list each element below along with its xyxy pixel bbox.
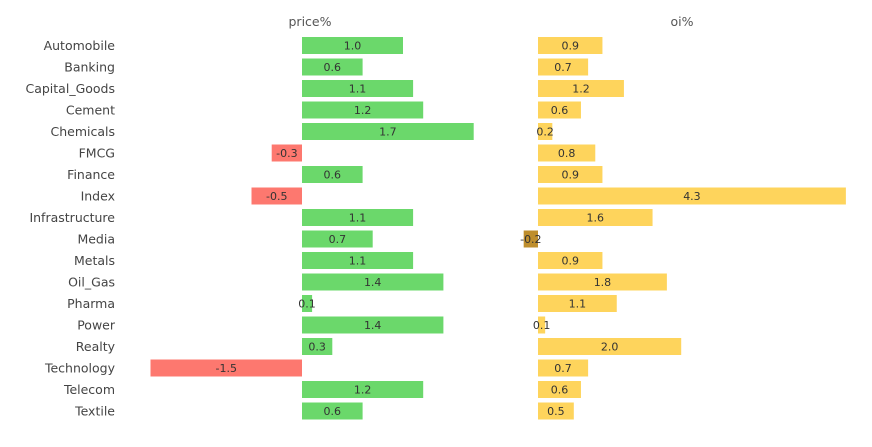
bar-value-label: 0.6 — [551, 384, 569, 397]
bar-value-label: 1.1 — [349, 83, 367, 96]
bar — [302, 252, 414, 269]
category-label: Telecom — [63, 382, 115, 397]
bar — [302, 80, 414, 97]
bar — [302, 381, 424, 398]
category-label: Automobile — [44, 38, 116, 53]
bar — [302, 230, 373, 248]
bar — [538, 101, 581, 119]
bar — [538, 166, 603, 183]
bar-value-label: 0.3 — [308, 341, 326, 354]
bar-value-label: 4.3 — [683, 190, 701, 203]
category-label: Chemicals — [50, 124, 115, 139]
oi-panel-title: oi% — [671, 14, 694, 29]
bar-value-label: 1.2 — [354, 384, 372, 397]
bar-value-label: 0.8 — [558, 147, 576, 160]
bar-value-label: 1.1 — [569, 298, 587, 311]
bar-value-label: 2.0 — [601, 341, 619, 354]
category-label: Power — [77, 318, 116, 333]
bar — [538, 359, 589, 377]
bar — [538, 381, 581, 398]
bar — [302, 338, 333, 355]
category-label: Cement — [66, 103, 115, 118]
bar — [538, 80, 624, 97]
bar-value-label: 1.1 — [349, 255, 367, 268]
bar — [302, 402, 363, 420]
category-label: Technology — [44, 361, 116, 376]
bar — [538, 144, 596, 162]
bar-value-label: 0.7 — [329, 233, 347, 246]
price-panel-title: price% — [289, 14, 332, 29]
category-label: Infrastructure — [29, 210, 115, 225]
bar — [538, 295, 617, 312]
bar-value-label: 1.2 — [572, 83, 590, 96]
bar-value-label: 0.7 — [554, 362, 572, 375]
category-label: Metals — [74, 253, 115, 268]
bar-value-label: 0.1 — [533, 319, 551, 332]
category-label: Oil_Gas — [68, 275, 115, 290]
bar-value-label: 1.8 — [594, 276, 612, 289]
category-label: Capital_Goods — [25, 81, 115, 96]
bar — [538, 402, 574, 420]
bar-value-label: -0.5 — [266, 190, 287, 203]
bar — [302, 209, 414, 226]
bar — [302, 37, 403, 54]
bar — [302, 316, 444, 334]
category-label: FMCG — [79, 146, 115, 161]
bar-value-label: 0.1 — [298, 298, 316, 311]
bar-value-label: 1.2 — [354, 104, 372, 117]
price-panel: 1.00.61.11.21.7-0.30.6-0.51.10.71.11.40.… — [150, 37, 474, 420]
bar-value-label: 1.0 — [344, 40, 362, 53]
bar — [302, 58, 363, 76]
bar — [538, 252, 603, 269]
category-label: Finance — [67, 167, 115, 182]
bar — [538, 316, 546, 334]
bar-value-label: 0.9 — [561, 169, 579, 182]
bar-value-label: 0.5 — [547, 405, 565, 418]
category-label: Textile — [74, 404, 115, 419]
bar — [251, 187, 302, 205]
bar — [538, 123, 553, 140]
category-label: Banking — [64, 60, 115, 75]
bar-value-label: 0.9 — [561, 255, 579, 268]
bar — [302, 123, 474, 140]
bar — [302, 166, 363, 183]
bar — [538, 37, 603, 54]
bar-value-label: 0.6 — [324, 169, 342, 182]
bar-value-label: -0.2 — [520, 233, 541, 246]
oi-panel: 0.90.71.20.60.20.80.94.31.6-0.20.91.81.1… — [520, 37, 846, 420]
bar — [302, 101, 424, 119]
category-label: Realty — [76, 339, 116, 354]
bar — [538, 338, 682, 355]
bar-value-label: -0.3 — [276, 147, 297, 160]
bar-value-label: 0.6 — [324, 405, 342, 418]
bar-value-label: 0.6 — [551, 104, 569, 117]
bar — [538, 273, 667, 291]
bar-value-label: 0.7 — [554, 61, 572, 74]
bar-value-label: 1.7 — [379, 126, 397, 139]
bar-value-label: 0.2 — [536, 126, 554, 139]
category-labels: Automobile Banking Capital_Goods Cement Chem… — [25, 38, 115, 419]
bar-value-label: 1.1 — [349, 212, 367, 225]
category-label: Media — [77, 232, 115, 247]
bar-value-label: 1.4 — [364, 276, 382, 289]
bar — [302, 273, 444, 291]
bar-value-label: 1.6 — [587, 212, 605, 225]
category-label: Index — [81, 189, 115, 204]
bar-value-label: 0.9 — [561, 40, 579, 53]
category-label: Pharma — [67, 296, 115, 311]
bar — [523, 230, 538, 248]
bar — [538, 209, 653, 226]
bar — [538, 58, 589, 76]
bar — [150, 359, 302, 377]
bar-value-label: 0.6 — [324, 61, 342, 74]
bar-value-label: -1.5 — [216, 362, 237, 375]
bar — [538, 187, 846, 205]
bar — [302, 295, 313, 312]
bar-value-label: 1.4 — [364, 319, 382, 332]
bar — [271, 144, 302, 162]
